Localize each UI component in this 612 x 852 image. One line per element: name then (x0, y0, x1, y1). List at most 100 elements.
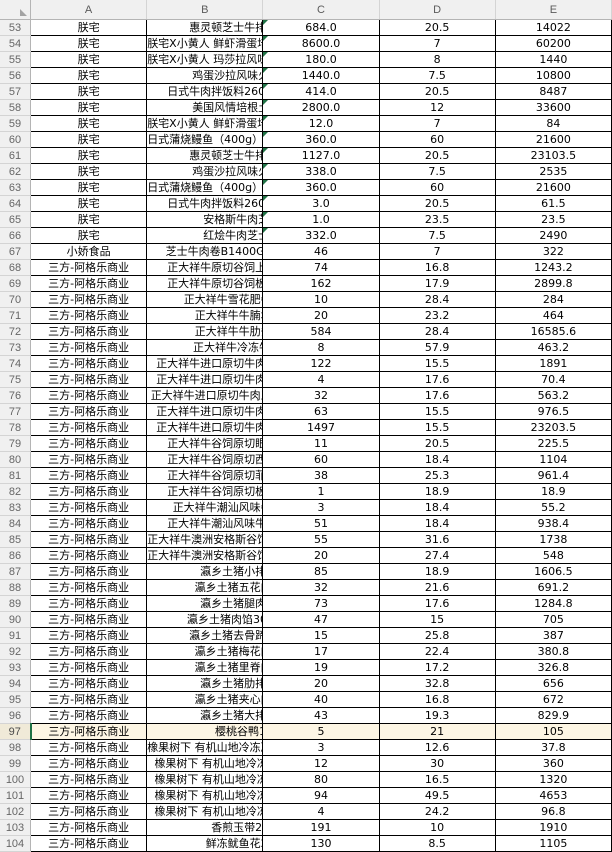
cell-a-101[interactable]: 三方-阿格乐商业 (29, 787, 148, 804)
cell-b-74[interactable]: 正大祥牛进口原切牛肉雪花切片150g (146, 355, 264, 372)
cell-c-81[interactable]: 38 (262, 467, 380, 484)
cell-d-75[interactable]: 17.6 (379, 371, 496, 388)
table-row[interactable]: 83 三方-阿格乐商业 正大祥牛潮汕风味牛肉丸240g 3 18.4 55.2 (0, 499, 612, 516)
table-row[interactable]: 63 朕宅 日式蒲烧鳗鱼（400g）TZ107（电商版） 360.0 60 21600 (0, 179, 612, 196)
column-header-b[interactable]: B (146, 0, 264, 20)
cell-d-89[interactable]: 17.6 (379, 595, 496, 612)
row-header[interactable]: 53 (0, 19, 31, 36)
cell-b-91[interactable]: 瀛乡土猪去骨蹄膀500g (146, 627, 264, 644)
cell-b-98[interactable]: 橡果树下 有机山地冷冻冷冻黑猪肉丝200g (146, 739, 264, 756)
row-header[interactable]: 76 (0, 387, 31, 404)
cell-a-65[interactable]: 朕宅 (29, 211, 148, 228)
cell-e-82[interactable]: 18.9 (495, 483, 612, 500)
cell-d-60[interactable]: 60 (379, 131, 496, 148)
cell-d-96[interactable]: 19.3 (379, 707, 496, 724)
cell-e-64[interactable]: 61.5 (495, 195, 612, 212)
cell-b-66[interactable]: 红烩牛肉芝士薄饼 (146, 227, 264, 244)
cell-e-60[interactable]: 21600 (495, 131, 612, 148)
cell-e-101[interactable]: 4653 (495, 787, 612, 804)
cell-e-71[interactable]: 464 (495, 307, 612, 324)
row-header[interactable]: 62 (0, 163, 31, 180)
row-header[interactable]: 80 (0, 451, 31, 468)
cell-b-95[interactable]: 瀛乡土猪夹心肉500g (146, 691, 264, 708)
table-row[interactable]: 80 三方-阿格乐商业 正大祥牛谷饲原切西冷牛排180g 60 18.4 1104 (0, 451, 612, 468)
row-header[interactable]: 55 (0, 51, 31, 68)
row-header[interactable]: 97 (0, 723, 32, 740)
table-row[interactable]: 97 三方-阿格乐商业 樱桃谷鸭1kg 5 21 105 (0, 723, 612, 740)
cell-c-70[interactable]: 10 (262, 291, 380, 308)
cell-e-85[interactable]: 1738 (495, 531, 612, 548)
cell-d-61[interactable]: 20.5 (379, 147, 496, 164)
cell-d-80[interactable]: 18.4 (379, 451, 496, 468)
cell-a-81[interactable]: 三方-阿格乐商业 (29, 467, 148, 484)
cell-a-58[interactable]: 朕宅 (29, 99, 148, 116)
table-row[interactable]: 64 朕宅 日式牛肉拌饭料260g（电商版） 3.0 20.5 61.5 (0, 195, 612, 212)
row-header[interactable]: 64 (0, 195, 31, 212)
cell-b-79[interactable]: 正大祥牛谷饲原切眼肉牛排180g (146, 435, 264, 452)
cell-b-82[interactable]: 正大祥牛谷饲原切板腱牛排160g (146, 483, 264, 500)
cell-c-62[interactable]: 338.0 (262, 163, 380, 180)
cell-a-77[interactable]: 三方-阿格乐商业 (29, 403, 148, 420)
cell-a-60[interactable]: 朕宅 (29, 131, 148, 148)
table-row[interactable]: 77 三方-阿格乐商业 正大祥牛进口原切牛肉肥胖切片150g 63 15.5 976.5 (0, 403, 612, 420)
cell-a-91[interactable]: 三方-阿格乐商业 (29, 627, 148, 644)
cell-d-53[interactable]: 20.5 (379, 19, 496, 36)
cell-b-53[interactable]: 惠灵顿芝士牛排派210g (146, 19, 264, 36)
cell-d-104[interactable]: 8.5 (379, 835, 496, 852)
table-row[interactable]: 57 朕宅 日式牛肉拌饭料260g（电商版） 414.0 20.5 8487 (0, 83, 612, 100)
cell-d-71[interactable]: 23.2 (379, 307, 496, 324)
cell-c-74[interactable]: 122 (262, 355, 380, 372)
row-header[interactable]: 75 (0, 371, 31, 388)
cell-d-103[interactable]: 10 (379, 819, 496, 836)
cell-d-67[interactable]: 7 (379, 243, 496, 260)
cell-d-58[interactable]: 12 (379, 99, 496, 116)
cell-c-67[interactable]: 46 (262, 243, 380, 260)
row-header[interactable]: 78 (0, 419, 31, 436)
cell-d-81[interactable]: 25.3 (379, 467, 496, 484)
cell-b-97[interactable]: 樱桃谷鸭1kg (146, 723, 264, 740)
table-row[interactable]: 68 三方-阿格乐商业 正大祥牛原切谷饲上脑牛排180g 74 16.8 1243.2 (0, 259, 612, 276)
cell-b-70[interactable]: 正大祥牛雪花肥牛卷450g (146, 291, 264, 308)
cell-a-96[interactable]: 三方-阿格乐商业 (29, 707, 148, 724)
cell-c-83[interactable]: 3 (262, 499, 380, 516)
table-row[interactable]: 101 三方-阿格乐商业 橡果树下 有机山地冷冻黑猪肋排350g 94 49.5 4653 (0, 787, 612, 804)
cell-b-55[interactable]: 朕宅X小黄人 玛莎拉风味牛肉皮塔船 120g (146, 51, 264, 68)
cell-d-94[interactable]: 32.8 (379, 675, 496, 692)
cell-a-95[interactable]: 三方-阿格乐商业 (29, 691, 148, 708)
cell-c-99[interactable]: 12 (262, 755, 380, 772)
table-row[interactable]: 93 三方-阿格乐商业 瀛乡土猪里脊肉250g 19 17.2 326.8 (0, 659, 612, 676)
cell-a-71[interactable]: 三方-阿格乐商业 (29, 307, 148, 324)
cell-a-82[interactable]: 三方-阿格乐商业 (29, 483, 148, 500)
cell-a-55[interactable]: 朕宅 (29, 51, 148, 68)
cell-e-76[interactable]: 563.2 (495, 387, 612, 404)
cell-d-74[interactable]: 15.5 (379, 355, 496, 372)
table-row[interactable]: 71 三方-阿格乐商业 正大祥牛牛腩块500g 20 23.2 464 (0, 307, 612, 324)
table-row[interactable]: 79 三方-阿格乐商业 正大祥牛谷饲原切眼肉牛排180g 11 20.5 225.5 (0, 435, 612, 452)
cell-e-98[interactable]: 37.8 (495, 739, 612, 756)
cell-e-96[interactable]: 829.9 (495, 707, 612, 724)
cell-e-83[interactable]: 55.2 (495, 499, 612, 516)
row-header[interactable]: 57 (0, 83, 31, 100)
table-row[interactable]: 85 三方-阿格乐商业 正大祥牛澳洲安格斯谷饲150天眼肉牛排200g 55 31.6 1… (0, 531, 612, 548)
cell-a-97[interactable]: 三方-阿格乐商业 (29, 723, 148, 740)
cell-c-58[interactable]: 2800.0 (262, 99, 380, 116)
cell-e-73[interactable]: 463.2 (495, 339, 612, 356)
table-row[interactable]: 59 朕宅 朕宅X小黄人 鲜虾滑蛋培根卷 120g（线上） 12.0 7 84 (0, 115, 612, 132)
cell-d-90[interactable]: 15 (379, 611, 496, 628)
cell-a-63[interactable]: 朕宅 (29, 179, 148, 196)
cell-e-92[interactable]: 380.8 (495, 643, 612, 660)
cell-d-63[interactable]: 60 (379, 179, 496, 196)
cell-a-76[interactable]: 三方-阿格乐商业 (29, 387, 148, 404)
cell-a-66[interactable]: 朕宅 (29, 227, 148, 244)
cell-e-89[interactable]: 1284.8 (495, 595, 612, 612)
cell-b-64[interactable]: 日式牛肉拌饭料260g（电商版） (146, 195, 264, 212)
cell-d-92[interactable]: 22.4 (379, 643, 496, 660)
table-row[interactable]: 87 三方-阿格乐商业 瀛乡土猪小排400g 85 18.9 1606.5 (0, 563, 612, 580)
cell-a-57[interactable]: 朕宅 (29, 83, 148, 100)
cell-b-68[interactable]: 正大祥牛原切谷饲上脑牛排180g (146, 259, 264, 276)
cell-a-59[interactable]: 朕宅 (29, 115, 148, 132)
cell-e-103[interactable]: 1910 (495, 819, 612, 836)
cell-a-90[interactable]: 三方-阿格乐商业 (29, 611, 148, 628)
cell-a-80[interactable]: 三方-阿格乐商业 (29, 451, 148, 468)
cell-e-68[interactable]: 1243.2 (495, 259, 612, 276)
